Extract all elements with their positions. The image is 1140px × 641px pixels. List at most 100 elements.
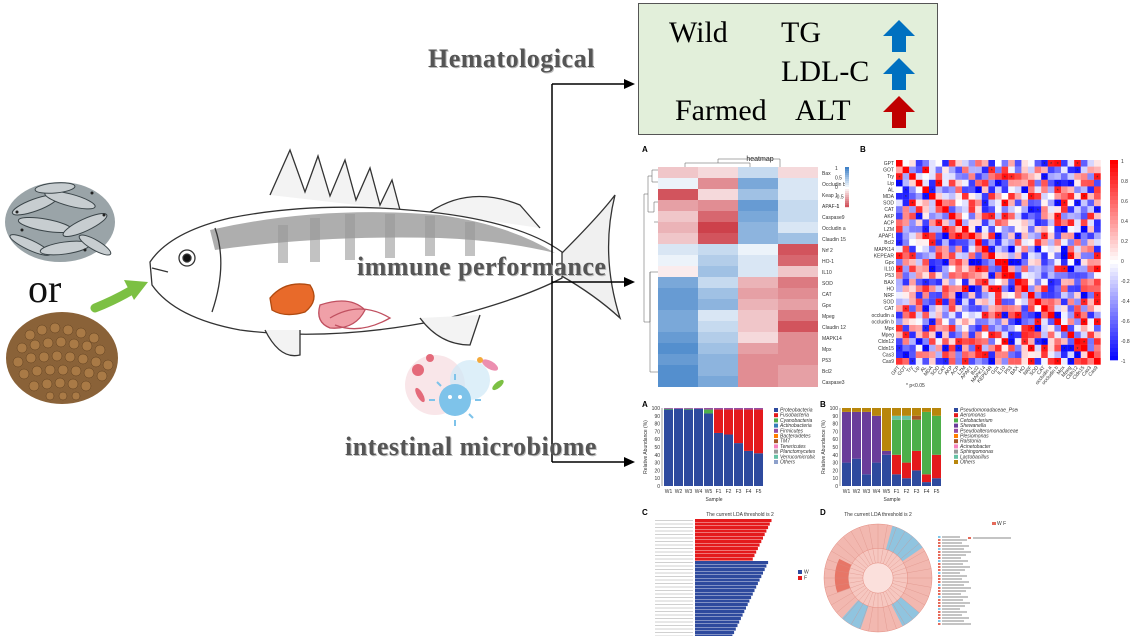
heatmap-cell [698, 332, 738, 343]
legend-entry: Acinetobacter [959, 444, 991, 450]
correlation-cell [1087, 239, 1095, 246]
y-tick: 70 [832, 429, 838, 435]
legend-entry: Actinobacteria [779, 423, 812, 429]
correlation-cell [1094, 179, 1101, 187]
correlation-cell [1047, 265, 1055, 273]
correlation-cell [995, 325, 1002, 332]
correlation-cell [1014, 298, 1022, 306]
correlation-cell [1087, 206, 1095, 213]
legend-swatch [1110, 196, 1118, 201]
correlation-col-label: Lip [912, 365, 921, 374]
significance-star: * [1024, 189, 1026, 195]
cladogram-branch [836, 587, 867, 613]
correlation-cell [988, 252, 996, 260]
correlation-cell [1021, 212, 1029, 220]
heatmap-cell [698, 266, 738, 277]
correlation-cell [942, 298, 949, 306]
cladogram-legend-text-line [973, 537, 1011, 539]
correlation-cell [909, 285, 916, 293]
correlation-cell [942, 292, 949, 299]
significance-star: * [1063, 228, 1065, 234]
correlation-cell [1028, 311, 1035, 319]
correlation-cell [1067, 305, 1075, 312]
heatmap-cell [658, 332, 698, 343]
correlation-cell [975, 325, 982, 332]
stacked-bar-segment [862, 474, 871, 486]
correlation-cell [968, 193, 976, 200]
correlation-cell [948, 212, 956, 220]
correlation-cell [1008, 331, 1015, 339]
correlation-cell [902, 265, 910, 273]
correlation-cell [1054, 193, 1062, 200]
correlation-cell [988, 259, 996, 266]
correlation-cell [909, 344, 916, 352]
cladogram-legend-swatch [938, 620, 941, 622]
significance-star: * [1044, 175, 1046, 181]
correlation-cell [1014, 318, 1022, 326]
correlation-cell [915, 232, 923, 240]
legend-tick: -1 [1121, 359, 1126, 365]
correlation-cell [948, 245, 956, 253]
correlation-cell [896, 259, 903, 266]
heatmap-row-label: Caspase3 [822, 380, 845, 386]
significance-star: * [1004, 215, 1006, 221]
legend-swatch [1110, 216, 1118, 221]
correlation-col-label: AKP [943, 365, 954, 377]
correlation-cell [929, 265, 936, 273]
significance-star: * [1057, 162, 1059, 168]
correlation-cell [915, 278, 923, 286]
correlation-cell [1094, 311, 1101, 319]
legend-swatch [1110, 248, 1118, 253]
stacked-bar-segment [922, 482, 931, 486]
legend-swatch [1110, 264, 1118, 269]
correlation-cell [1074, 338, 1081, 345]
legend-swatch [1110, 232, 1118, 237]
correlation-cell [1087, 292, 1095, 299]
correlation-cell [948, 311, 956, 319]
significance-star: * [1083, 340, 1085, 346]
heatmap-cell [778, 200, 818, 211]
correlation-cell [935, 278, 943, 286]
lda-bar-w [695, 575, 762, 579]
correlation-cell [1041, 292, 1048, 299]
legend-swatch [845, 187, 849, 190]
arrow-heads [624, 79, 635, 467]
significance-star: * [912, 360, 914, 366]
cladogram-legend-text-line [942, 605, 965, 607]
correlation-cell [942, 166, 949, 174]
significance-star: * [905, 195, 907, 201]
correlation-cell [1080, 358, 1088, 365]
legend-swatch [1110, 344, 1118, 349]
correlation-cell [909, 259, 916, 266]
correlation-cell [1021, 199, 1029, 207]
correlation-cell [935, 285, 943, 293]
significance-star: * [978, 268, 980, 274]
legend-swatch [845, 181, 849, 184]
correlation-cell [1034, 298, 1042, 306]
heatmap-cell [698, 343, 738, 354]
correlation-cell [955, 245, 963, 253]
correlation-cell [948, 179, 956, 187]
correlation-cell [1028, 318, 1035, 326]
correlation-cell [955, 239, 963, 246]
correlation-cell [1087, 252, 1095, 260]
correlation-cell [955, 173, 963, 180]
correlation-cell [1028, 186, 1035, 194]
correlation-cell [1087, 245, 1095, 253]
legend-swatch [954, 408, 958, 412]
heatmap-cell [738, 211, 778, 222]
correlation-cell [1041, 166, 1048, 174]
correlation-cell [1021, 245, 1029, 253]
heatmap-row-label: CAT [822, 292, 832, 298]
significance-star: * [1030, 360, 1032, 366]
correlation-cell [915, 212, 923, 220]
correlation-cell [1054, 292, 1062, 299]
correlation-cell [962, 338, 969, 345]
significance-star: * [958, 294, 960, 300]
correlation-cell [935, 338, 943, 345]
correlation-cell [896, 206, 903, 213]
correlation-cell [955, 259, 963, 266]
correlation-cell [1047, 179, 1055, 187]
correlation-cell [929, 344, 936, 352]
significance-star: * [912, 255, 914, 261]
